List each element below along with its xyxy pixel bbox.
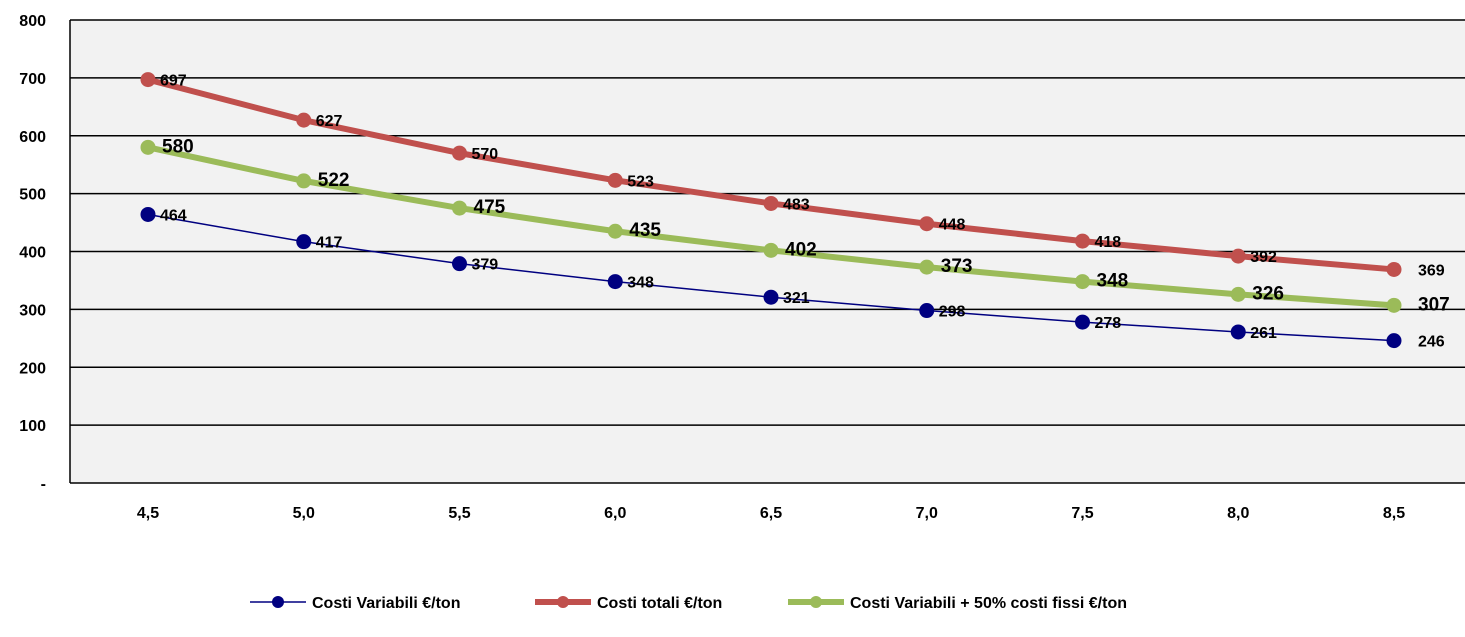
y-tick-label: 400 bbox=[19, 245, 46, 262]
data-point bbox=[1386, 297, 1402, 313]
x-tick-label: 6,0 bbox=[604, 505, 626, 522]
data-point bbox=[919, 303, 935, 319]
data-label: 261 bbox=[1250, 325, 1277, 342]
data-label: 483 bbox=[783, 196, 810, 213]
axes bbox=[69, 20, 1465, 484]
data-point bbox=[140, 72, 156, 88]
series-group bbox=[140, 72, 1402, 349]
data-point bbox=[1386, 261, 1402, 277]
data-point bbox=[1230, 324, 1246, 340]
data-label: 475 bbox=[474, 197, 506, 218]
legend-label: Costi totali €/ton bbox=[597, 595, 722, 612]
x-tick-label: 7,0 bbox=[916, 505, 938, 522]
data-label: 402 bbox=[785, 239, 817, 260]
y-tick-label: 600 bbox=[19, 129, 46, 146]
data-point bbox=[763, 195, 779, 211]
data-label: 448 bbox=[939, 217, 966, 234]
data-label: 523 bbox=[627, 173, 654, 190]
data-label: 627 bbox=[316, 113, 343, 130]
y-tick-label: 200 bbox=[19, 360, 46, 377]
y-tick-label: 100 bbox=[19, 418, 46, 435]
data-label: 392 bbox=[1250, 249, 1277, 266]
data-point bbox=[1075, 233, 1090, 249]
data-label: 417 bbox=[316, 235, 343, 252]
data-labels-group: 464 417 379 348 321 298 278 261 246 697 627 570 523 4… bbox=[160, 73, 1450, 351]
data-point bbox=[607, 274, 623, 290]
data-label: 307 bbox=[1418, 294, 1450, 315]
data-label: 697 bbox=[160, 73, 187, 90]
data-label: 580 bbox=[162, 136, 194, 157]
y-tick-label: 500 bbox=[19, 187, 46, 204]
x-tick-label: 6,5 bbox=[760, 505, 782, 522]
data-point bbox=[1386, 333, 1402, 349]
data-point bbox=[1230, 286, 1246, 302]
data-point bbox=[452, 200, 467, 216]
data-point bbox=[1230, 248, 1246, 264]
y-tick-label: 800 bbox=[19, 13, 46, 30]
data-point bbox=[1075, 314, 1090, 330]
x-tick-labels: 4,5 5,0 5,5 6,0 6,5 7,0 7,5 8,0 8,5 bbox=[137, 505, 1405, 522]
legend-label: Costi Variabili + 50% costi fissi €/ton bbox=[850, 595, 1127, 612]
data-point bbox=[296, 234, 312, 250]
data-point bbox=[607, 223, 623, 239]
data-point bbox=[763, 289, 779, 305]
y-tick-label: - bbox=[41, 476, 46, 493]
legend-label: Costi Variabili €/ton bbox=[312, 595, 460, 612]
x-tick-label: 7,5 bbox=[1071, 505, 1093, 522]
legend-marker bbox=[810, 596, 822, 608]
y-tick-labels: - 100 200 300 400 500 600 700 800 bbox=[19, 13, 46, 493]
data-label: 326 bbox=[1252, 283, 1284, 304]
data-label: 379 bbox=[472, 257, 499, 274]
data-label: 373 bbox=[941, 256, 973, 277]
y-tick-label: 700 bbox=[19, 71, 46, 88]
legend-marker bbox=[557, 596, 569, 608]
y-tick-label: 300 bbox=[19, 302, 46, 319]
x-tick-label: 5,0 bbox=[293, 505, 315, 522]
data-label: 369 bbox=[1418, 262, 1445, 279]
gridlines bbox=[70, 19, 1465, 426]
data-label: 278 bbox=[1095, 315, 1122, 332]
data-point bbox=[140, 139, 156, 155]
data-point bbox=[140, 206, 156, 222]
data-label: 246 bbox=[1418, 334, 1445, 351]
x-tick-label: 8,5 bbox=[1383, 505, 1405, 522]
data-label: 570 bbox=[472, 146, 499, 163]
data-point bbox=[296, 112, 312, 128]
data-point bbox=[452, 256, 467, 272]
data-label: 435 bbox=[629, 220, 661, 241]
legend: Costi Variabili €/ton Costi totali €/ton C… bbox=[250, 595, 1127, 612]
data-point bbox=[452, 145, 467, 161]
x-tick-label: 8,0 bbox=[1227, 505, 1249, 522]
data-label: 321 bbox=[783, 290, 810, 307]
data-label: 298 bbox=[939, 304, 966, 321]
x-tick-label: 5,5 bbox=[448, 505, 470, 522]
x-tick-label: 4,5 bbox=[137, 505, 159, 522]
data-label: 464 bbox=[160, 207, 187, 224]
data-label: 522 bbox=[318, 170, 350, 191]
data-point bbox=[919, 216, 935, 232]
data-point bbox=[607, 172, 623, 188]
data-label: 348 bbox=[627, 275, 654, 292]
legend-marker bbox=[272, 596, 284, 608]
data-point bbox=[296, 173, 312, 189]
data-label: 418 bbox=[1095, 234, 1122, 251]
data-label: 348 bbox=[1097, 271, 1129, 292]
data-point bbox=[919, 259, 935, 275]
data-point bbox=[1075, 274, 1090, 290]
data-point bbox=[763, 242, 779, 258]
